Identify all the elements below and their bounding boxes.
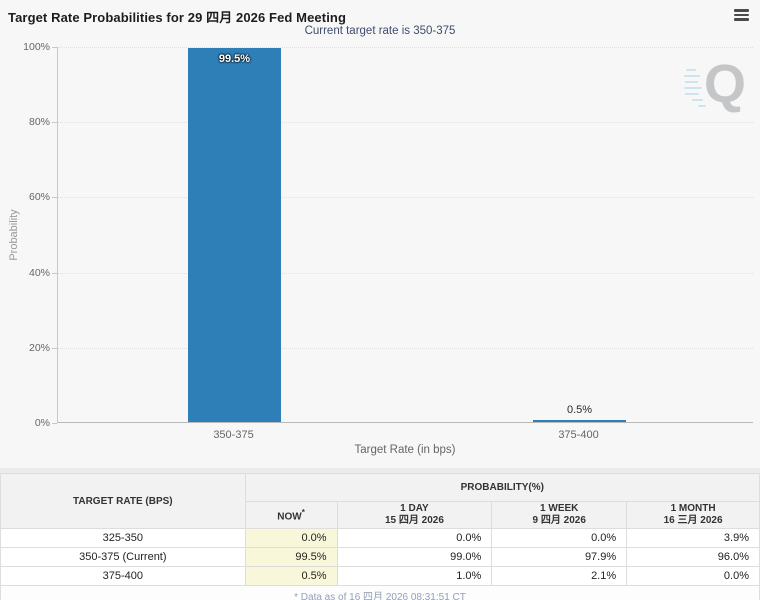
hamburger-line <box>733 9 749 12</box>
y-tickmark <box>52 122 57 124</box>
watermark-dash <box>684 75 700 77</box>
gridline-100 <box>58 47 753 48</box>
col-header-1month: 1 MONTH 16 三月 2026 <box>626 501 760 529</box>
data-as-of-note: * Data as of 16 四月 2026 08:31:51 CT <box>0 585 760 600</box>
y-tick-40: 40% <box>28 266 50 279</box>
table-sub-header-row: NOW* 1 DAY 15 四月 2026 1 WEEK 9 四月 2026 1… <box>1 501 760 529</box>
col-header-target-rate: TARGET RATE (BPS) <box>0 473 246 529</box>
watermark-dash <box>686 69 696 71</box>
q-logo-watermark: Q <box>678 55 748 117</box>
month-cell: 0.0% <box>626 566 760 586</box>
col-header-now: NOW* <box>244 501 338 529</box>
q-letter: Q <box>703 54 746 114</box>
chart-card: Target Rate Probabilities for 29 四月 2026… <box>0 0 760 468</box>
hamburger-menu-icon[interactable] <box>731 6 751 24</box>
col-header-1day: 1 DAY 15 四月 2026 <box>336 501 493 529</box>
watermark-dash <box>685 81 698 83</box>
col-header-1week: 1 WEEK 9 四月 2026 <box>491 501 628 529</box>
gridline-40 <box>58 272 753 274</box>
y-tick-100: 100% <box>23 41 50 53</box>
y-tickmark <box>52 197 57 199</box>
now-cell: 99.5% <box>244 547 338 567</box>
month-cell: 3.9% <box>626 528 760 548</box>
x-axis-title: Target Rate (in bps) <box>354 444 456 456</box>
rate-cell: 350-375 (Current) <box>0 547 246 567</box>
col-header-probability: PROBABILITY(%) <box>244 473 760 502</box>
table-row-350-375-current: 350-375 (Current) 99.5% 99.0% 97.9% 96.0… <box>0 547 760 567</box>
table-group-header-row: TARGET RATE (BPS) PROBABILITY(%) <box>0 473 760 529</box>
plot-area: 99.5% 0.5% <box>57 47 753 423</box>
period-label: 1 MONTH <box>670 503 716 514</box>
period-label: 1 WEEK <box>540 503 579 514</box>
watermark-dash <box>698 105 706 107</box>
period-date: 16 三月 2026 <box>663 515 723 526</box>
watermark-dash <box>685 93 699 95</box>
y-axis-title: Probability <box>8 209 20 261</box>
rate-cell: 375-400 <box>0 566 246 586</box>
y-tickmark <box>52 423 57 424</box>
now-label: NOW <box>277 511 302 523</box>
day-cell: 1.0% <box>336 566 493 586</box>
bar-375-400[interactable]: 0.5% <box>533 404 626 422</box>
y-tickmark <box>52 272 57 274</box>
hamburger-line <box>733 13 749 17</box>
bar-350-375[interactable]: 99.5% <box>188 47 281 422</box>
y-tickmark <box>52 347 57 349</box>
week-cell: 97.9% <box>491 547 628 567</box>
watermark-dash <box>684 87 702 89</box>
watermark-dash <box>692 99 703 101</box>
x-tick-375-400: 375-400 <box>558 429 599 441</box>
gridline-60 <box>58 197 753 199</box>
day-cell: 99.0% <box>336 547 493 567</box>
y-tickmark <box>52 47 57 48</box>
gridline-20 <box>58 347 753 349</box>
y-tick-60: 60% <box>28 191 50 204</box>
chart-subtitle: Current target rate is 350-375 <box>304 25 456 37</box>
bar-value-label: 99.5% <box>218 52 251 65</box>
month-cell: 96.0% <box>626 547 760 567</box>
period-label: 1 DAY <box>400 503 429 514</box>
week-cell: 0.0% <box>491 528 628 548</box>
table-row-325-350: 325-350 0.0% 0.0% 0.0% 3.9% <box>0 528 760 548</box>
hamburger-line <box>733 18 749 21</box>
chart-title: Target Rate Probabilities for 29 四月 2026… <box>8 10 346 25</box>
probability-table: TARGET RATE (BPS) PROBABILITY(%) NOW* 1 … <box>0 473 760 600</box>
table-row-375-400: 375-400 0.5% 1.0% 2.1% 0.0% <box>0 566 760 586</box>
day-cell: 0.0% <box>336 528 493 548</box>
period-date: 9 四月 2026 <box>532 515 586 526</box>
gridline-80 <box>58 122 753 124</box>
now-asterisk: * <box>301 507 305 517</box>
x-tick-350-375: 350-375 <box>213 429 254 441</box>
y-tick-0: 0% <box>34 417 50 429</box>
period-date: 15 四月 2026 <box>384 515 444 526</box>
now-cell: 0.0% <box>244 528 338 548</box>
rate-cell: 325-350 <box>0 528 246 548</box>
week-cell: 2.1% <box>491 566 628 586</box>
y-tick-20: 20% <box>28 341 50 354</box>
table-footnote-row: * Data as of 16 四月 2026 08:31:51 CT <box>0 585 760 600</box>
y-tick-80: 80% <box>28 116 50 129</box>
now-cell: 0.5% <box>244 566 338 586</box>
bar-value-label: 0.5% <box>566 404 593 416</box>
